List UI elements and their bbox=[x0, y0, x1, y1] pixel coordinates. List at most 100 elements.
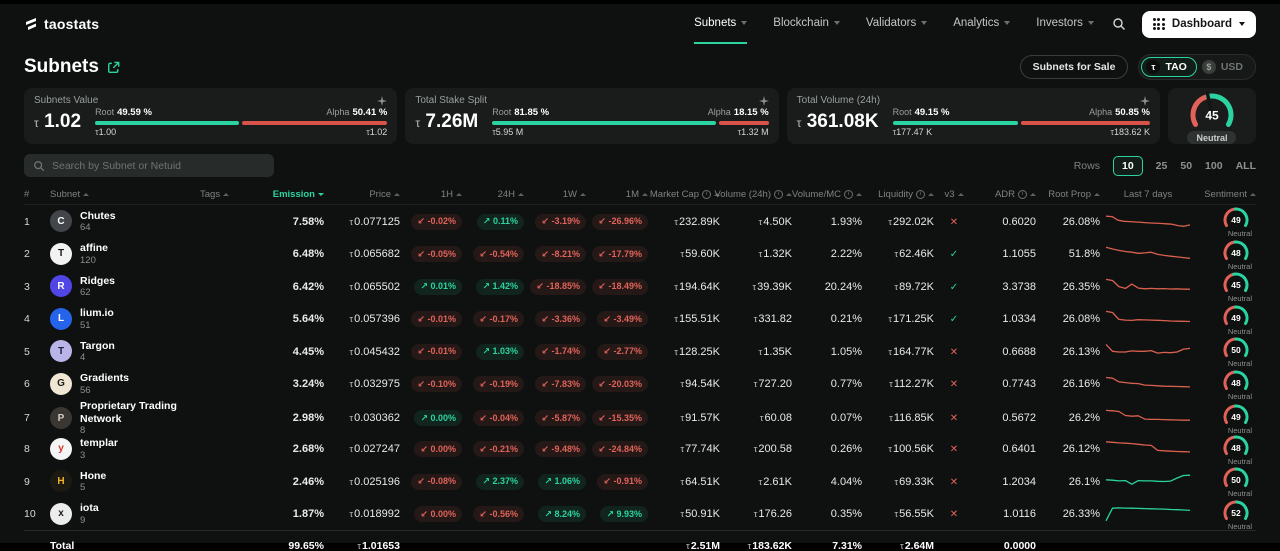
nav-item-subnets[interactable]: Subnets bbox=[694, 4, 748, 44]
subnet-cell[interactable]: C Chutes 64 bbox=[50, 210, 200, 234]
rows-option-10[interactable]: 10 bbox=[1112, 155, 1143, 176]
info-icon[interactable]: i bbox=[1018, 190, 1027, 199]
top-nav: taostats Subnets Blockchain Validators Anal… bbox=[0, 4, 1280, 44]
root-value: τ5.95 M bbox=[492, 127, 524, 137]
tau-symbol: τ bbox=[680, 249, 685, 260]
last-7-days-sparkline bbox=[1105, 507, 1191, 522]
column-header-emission[interactable]: Emission bbox=[252, 189, 324, 200]
nav-item-blockchain[interactable]: Blockchain bbox=[773, 4, 840, 44]
change-1m-cell: ↙ -0.91% bbox=[586, 473, 648, 490]
nav-item-label: Blockchain bbox=[773, 17, 829, 29]
column-header-liquidity[interactable]: Liquidity i bbox=[862, 189, 934, 200]
column-header-tags[interactable]: Tags bbox=[200, 189, 252, 200]
column-header-1h[interactable]: 1H bbox=[400, 189, 462, 200]
table-row[interactable]: 1 C Chutes 64 7.58% τ0.077125 ↙ -0.02% ↗ 0.11% ↙… bbox=[24, 205, 1256, 238]
rows-option-50[interactable]: 50 bbox=[1180, 159, 1193, 172]
info-icon[interactable]: i bbox=[916, 190, 925, 199]
change-1h-cell: ↙ 0.00% bbox=[400, 441, 462, 457]
sparkle-icon[interactable] bbox=[377, 95, 388, 106]
nav-item-analytics[interactable]: Analytics bbox=[953, 4, 1011, 44]
stat-card-label: Total Stake Split bbox=[415, 95, 488, 106]
table-row[interactable]: 6 G Gradients 56 3.24% τ0.032975 ↙ -0.10% ↙ -0.… bbox=[24, 368, 1256, 401]
table-row[interactable]: 9 H Hone 5 2.46% τ0.025196 ↙ -0.08% ↗ 2.37% ↗ 1.… bbox=[24, 465, 1256, 498]
nav-item-validators[interactable]: Validators bbox=[866, 4, 928, 44]
subnet-avatar: C bbox=[50, 210, 72, 233]
volume-mc-cell: 0.21% bbox=[830, 313, 862, 325]
table-row[interactable]: 3 R Ridges 62 6.42% τ0.065502 ↗ 0.01% ↗ 1.42% ↙ … bbox=[24, 270, 1256, 303]
info-icon[interactable]: i bbox=[774, 190, 783, 199]
dashboard-button[interactable]: Dashboard bbox=[1141, 10, 1256, 38]
subnet-cell[interactable]: H Hone 5 bbox=[50, 470, 200, 494]
table-row[interactable]: 7 P Proprietary Trading Network 8 2.98% τ0.03… bbox=[24, 400, 1256, 436]
table-row[interactable]: 10 x iota 9 1.87% τ0.018992 ↙ 0.00% ↙ -0.56% ↗ 8… bbox=[24, 498, 1256, 531]
dashboard-label: Dashboard bbox=[1171, 18, 1232, 30]
column-header-volume-24h-[interactable]: Volume (24h) i bbox=[714, 189, 792, 200]
adr-cell: 0.6688 bbox=[1002, 345, 1036, 358]
subnet-cell[interactable]: T Targon 4 bbox=[50, 340, 200, 364]
liquidity-cell: τ62.46K bbox=[894, 248, 934, 260]
sentiment-cell: 49 Neutral bbox=[1196, 303, 1256, 336]
price-cell: τ0.027247 bbox=[349, 443, 400, 455]
logo[interactable]: taostats bbox=[24, 16, 99, 32]
column-header-24h[interactable]: 24H bbox=[462, 189, 524, 200]
sparkle-icon[interactable] bbox=[758, 95, 769, 106]
change-badge: ↙ -3.49% bbox=[597, 311, 648, 327]
sentiment-label: Neutral bbox=[1187, 131, 1237, 144]
subnets-for-sale-button[interactable]: Subnets for Sale bbox=[1019, 55, 1129, 79]
liquidity-cell: τ69.33K bbox=[894, 475, 934, 488]
volume-mc-cell: 0.07% bbox=[830, 412, 862, 425]
rows-option-100[interactable]: 100 bbox=[1205, 159, 1223, 172]
rank-cell: 5 bbox=[24, 345, 30, 358]
search-icon bbox=[34, 160, 45, 171]
nav-item-investors[interactable]: Investors bbox=[1036, 4, 1094, 44]
sentiment-cell: 48 Neutral bbox=[1196, 433, 1256, 466]
column-label: Emission bbox=[272, 189, 315, 200]
column-label: Volume (24h) bbox=[714, 189, 771, 200]
subnet-cell[interactable]: x iota 9 bbox=[50, 502, 200, 526]
rows-option-25[interactable]: 25 bbox=[1155, 159, 1168, 172]
subnet-cell[interactable]: y templar 3 bbox=[50, 437, 200, 461]
column-header-adr[interactable]: ADR i bbox=[974, 189, 1036, 200]
rows-option-ALL[interactable]: ALL bbox=[1235, 159, 1256, 172]
subnet-name: affine bbox=[80, 242, 109, 254]
external-link-icon[interactable] bbox=[107, 61, 120, 74]
column-header-sentiment[interactable]: Sentiment bbox=[1196, 189, 1256, 200]
column-header-v3[interactable]: v3 bbox=[934, 189, 974, 200]
currency-tao-button[interactable]: τ TAO bbox=[1141, 57, 1197, 77]
change-1m-cell: ↙ -24.84% bbox=[586, 441, 648, 457]
sparkle-icon[interactable] bbox=[1139, 95, 1150, 106]
column-header-market-cap[interactable]: Market Cap i bbox=[648, 189, 720, 200]
volume-cell: τ200.58 bbox=[753, 443, 792, 455]
subnet-search-input[interactable] bbox=[52, 159, 265, 172]
change-24h-cell: ↙ -0.21% bbox=[462, 441, 524, 457]
cross-icon: ✕ bbox=[949, 379, 959, 390]
subnet-cell[interactable]: R Ridges 62 bbox=[50, 275, 200, 299]
column-header-price[interactable]: Price bbox=[324, 189, 400, 200]
subnet-cell[interactable]: G Gradients 56 bbox=[50, 372, 200, 396]
column-header-root-prop[interactable]: Root Prop bbox=[1036, 189, 1100, 200]
sort-caret-icon bbox=[928, 193, 934, 196]
info-icon[interactable]: i bbox=[702, 190, 711, 199]
column-header-volume-mc[interactable]: Volume/MC i bbox=[792, 189, 862, 200]
subnet-cell[interactable]: P Proprietary Trading Network 8 bbox=[50, 400, 200, 437]
volume-cell: τ1.32K bbox=[758, 248, 792, 260]
market-cap-cell: τ50.91K bbox=[680, 508, 720, 520]
rows-label: Rows bbox=[1073, 159, 1100, 172]
column-header-1w[interactable]: 1W bbox=[524, 189, 586, 200]
root-prop-cell: 26.08% bbox=[1062, 313, 1100, 325]
column-header-subnet[interactable]: Subnet bbox=[50, 189, 200, 200]
page: taostats Subnets Blockchain Validators Anal… bbox=[0, 4, 1280, 551]
root-share: Root 81.85 % bbox=[492, 107, 550, 118]
info-icon[interactable]: i bbox=[844, 190, 853, 199]
column-header-1m[interactable]: 1M bbox=[586, 189, 648, 200]
currency-usd-button[interactable]: $ USD bbox=[1197, 57, 1253, 77]
table-row[interactable]: 8 y templar 3 2.68% τ0.027247 ↙ 0.00% ↙ -0.21% ↙… bbox=[24, 433, 1256, 466]
volume-mc-cell: 20.24% bbox=[824, 280, 862, 293]
table-row[interactable]: 5 T Targon 4 4.45% τ0.045432 ↙ -0.01% ↗ 1.03% ↙ … bbox=[24, 335, 1256, 368]
tau-symbol: τ bbox=[349, 346, 354, 358]
search-icon[interactable] bbox=[1112, 17, 1126, 31]
